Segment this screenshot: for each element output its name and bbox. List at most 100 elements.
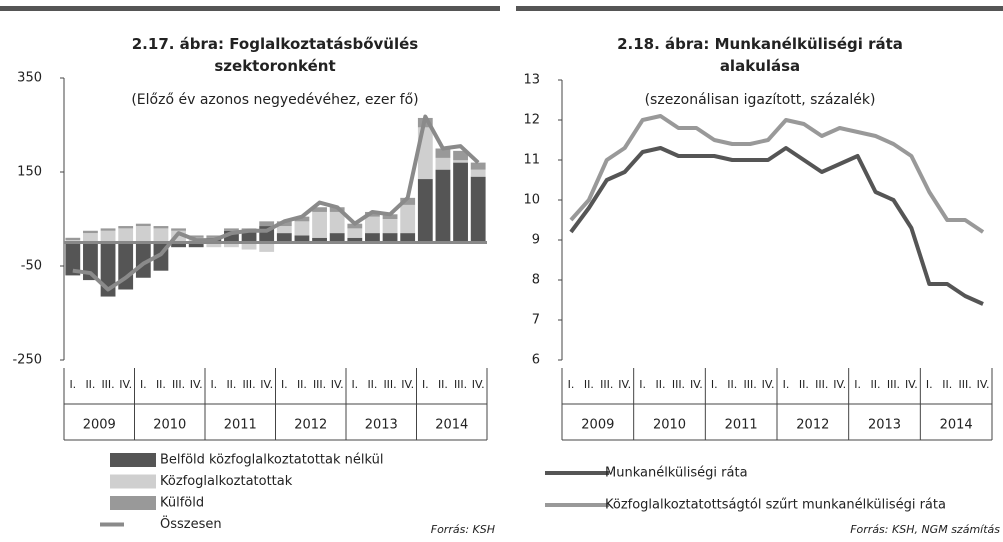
legend-label: Külföld (160, 496, 204, 511)
bar (435, 157, 451, 170)
chart-title: 2.17. ábra: Foglalkoztatásbővülés szektor… (132, 35, 419, 75)
header-bar (0, 6, 500, 11)
bar (329, 211, 345, 234)
x-tick-label: IV. (260, 378, 273, 391)
y-tick-label: 12 (523, 113, 540, 128)
bar (435, 148, 451, 158)
bar (100, 242, 116, 297)
y-tick-label: -250 (12, 353, 42, 368)
bar (118, 228, 134, 243)
y-tick-label: 9 (532, 233, 540, 248)
x-tick-label: I. (711, 378, 718, 391)
legend-label: Belföld közfoglalkoztatottak nélkül (160, 453, 383, 468)
bar (83, 233, 98, 243)
bar (382, 219, 398, 234)
bar (294, 235, 310, 243)
x-tick-label: IV. (833, 378, 846, 391)
bar (382, 233, 398, 243)
year-label: 2014 (435, 418, 468, 433)
legend-label: Közfoglalkoztatottak (160, 474, 293, 489)
x-tick-label: II. (438, 378, 448, 391)
bar (206, 242, 222, 248)
bar (118, 242, 134, 290)
chart-subtitle: (szezonálisan igazított, százalék) (645, 92, 876, 108)
bar (276, 226, 292, 234)
bar (400, 197, 416, 205)
x-tick-label: III. (101, 378, 114, 391)
x-tick-label: IV. (331, 378, 344, 391)
legend-swatch (110, 474, 156, 489)
bar (365, 216, 380, 234)
x-tick-label: I. (281, 378, 288, 391)
bar (171, 230, 186, 243)
bar (224, 242, 239, 248)
x-tick-label: I. (69, 378, 76, 391)
x-tick-label: I. (783, 378, 790, 391)
x-tick-label: II. (156, 378, 166, 391)
y-tick-label: -50 (21, 259, 42, 274)
bar (100, 228, 116, 231)
y-tick-label: 11 (523, 153, 540, 168)
x-tick-label: III. (172, 378, 185, 391)
x-tick-label: III. (383, 378, 396, 391)
x-tick-label: I. (140, 378, 147, 391)
year-label: 2009 (83, 418, 116, 433)
x-tick-label: I. (351, 378, 358, 391)
bar (347, 228, 363, 238)
x-tick-label: III. (454, 378, 467, 391)
bar (294, 216, 310, 222)
bar (100, 230, 116, 243)
bar (312, 211, 327, 238)
bar (435, 169, 451, 243)
bar (329, 233, 345, 243)
legend-label: Munkanélküliségi ráta (605, 466, 748, 481)
x-tick-label: II. (799, 378, 809, 391)
bar (153, 226, 169, 229)
x-tick-label: I. (926, 378, 933, 391)
bar (259, 242, 275, 252)
x-tick-label: I. (568, 378, 575, 391)
x-tick-label: I. (639, 378, 646, 391)
bar (224, 228, 239, 231)
x-tick-label: II. (871, 378, 881, 391)
header-bar (516, 6, 1003, 11)
bar (312, 237, 327, 243)
y-tick-label: 10 (523, 193, 540, 208)
x-tick-label: I. (210, 378, 217, 391)
bar (241, 242, 257, 250)
bar (400, 233, 416, 243)
line-series (72, 114, 480, 292)
bar (259, 221, 275, 227)
year-label: 2011 (224, 418, 257, 433)
y-tick-label: 6 (532, 353, 540, 368)
chart-subtitle: (Előző év azonos negyedévéhez, ezer fő) (131, 92, 418, 108)
year-label: 2012 (294, 418, 327, 433)
x-tick-label: III. (744, 378, 757, 391)
year-label: 2013 (365, 418, 398, 433)
bar (470, 162, 486, 170)
x-tick-label: IV. (472, 378, 485, 391)
bar (206, 235, 222, 238)
bar (453, 150, 468, 161)
x-tick-label: I. (854, 378, 861, 391)
y-tick-label: 13 (523, 73, 540, 88)
bar (312, 207, 327, 212)
bar (188, 242, 204, 248)
x-tick-label: III. (959, 378, 972, 391)
legend-label: Összesen (160, 515, 222, 532)
bar (224, 230, 239, 243)
y-tick-label: 150 (17, 165, 42, 180)
x-tick-label: III. (815, 378, 828, 391)
y-tick-label: 8 (532, 273, 540, 288)
x-tick-label: IV. (905, 378, 918, 391)
x-tick-label: II. (584, 378, 594, 391)
bar (417, 179, 433, 243)
bar (153, 228, 169, 243)
bar (365, 233, 380, 243)
x-tick-label: II. (297, 378, 307, 391)
source: Forrás: KSH (431, 523, 495, 536)
x-tick-label: III. (672, 378, 685, 391)
bar (470, 176, 486, 243)
x-tick-label: IV. (190, 378, 203, 391)
